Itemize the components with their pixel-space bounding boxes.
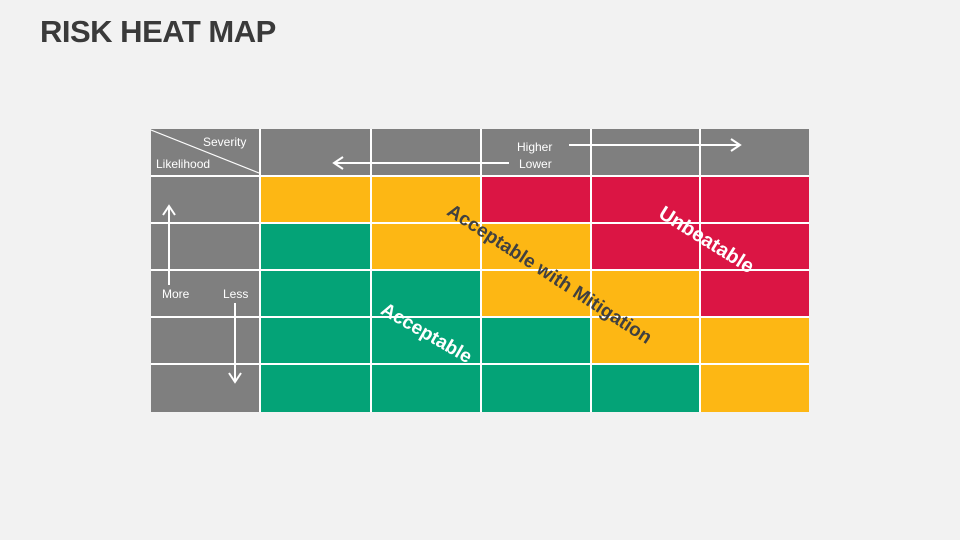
risk-cell-green — [261, 224, 370, 269]
risk-cell-amber — [701, 318, 809, 363]
risk-cell-amber — [592, 318, 699, 363]
severity-header-cell — [701, 129, 809, 175]
risk-cell-amber — [482, 271, 590, 316]
likelihood-down-arrow-icon — [228, 303, 242, 384]
page-title: RISK HEAT MAP — [40, 14, 276, 49]
severity-header-cell — [261, 129, 370, 175]
risk-cell-green — [261, 365, 370, 412]
risk-cell-red — [701, 224, 809, 269]
risk-cell-green — [372, 271, 480, 316]
risk-cell-red — [592, 224, 699, 269]
risk-cell-green — [372, 318, 480, 363]
risk-cell-amber — [701, 365, 809, 412]
risk-cell-red — [482, 177, 590, 222]
risk-cell-red — [701, 271, 809, 316]
risk-matrix: Severity Likelihood Higher Lower More Le… — [151, 129, 809, 412]
risk-cell-green — [482, 365, 590, 412]
more-label: More — [162, 287, 190, 301]
likelihood-header-cell — [151, 318, 259, 363]
severity-header-cell — [592, 129, 699, 175]
risk-cell-green — [372, 365, 480, 412]
risk-cell-red — [592, 177, 699, 222]
corner-divider — [151, 129, 259, 174]
risk-cell-amber — [482, 224, 590, 269]
less-label: Less — [223, 287, 249, 301]
risk-cell-green — [261, 271, 370, 316]
risk-cell-amber — [372, 177, 480, 222]
likelihood-header-cell — [151, 365, 259, 412]
likelihood-label: Likelihood — [156, 157, 211, 171]
lower-label: Lower — [519, 157, 552, 171]
severity-header-cell — [482, 129, 590, 175]
risk-cell-green — [261, 318, 370, 363]
risk-cell-amber — [372, 224, 480, 269]
severity-header-cell — [372, 129, 480, 175]
risk-cell-amber — [261, 177, 370, 222]
severity-left-arrow-icon — [332, 156, 509, 170]
higher-label: Higher — [517, 140, 553, 154]
risk-cell-amber — [592, 271, 699, 316]
severity-label: Severity — [203, 135, 247, 149]
severity-right-arrow-icon — [569, 138, 742, 152]
risk-cell-green — [482, 318, 590, 363]
risk-cell-red — [701, 177, 809, 222]
likelihood-up-arrow-icon — [162, 204, 176, 285]
risk-cell-green — [592, 365, 699, 412]
